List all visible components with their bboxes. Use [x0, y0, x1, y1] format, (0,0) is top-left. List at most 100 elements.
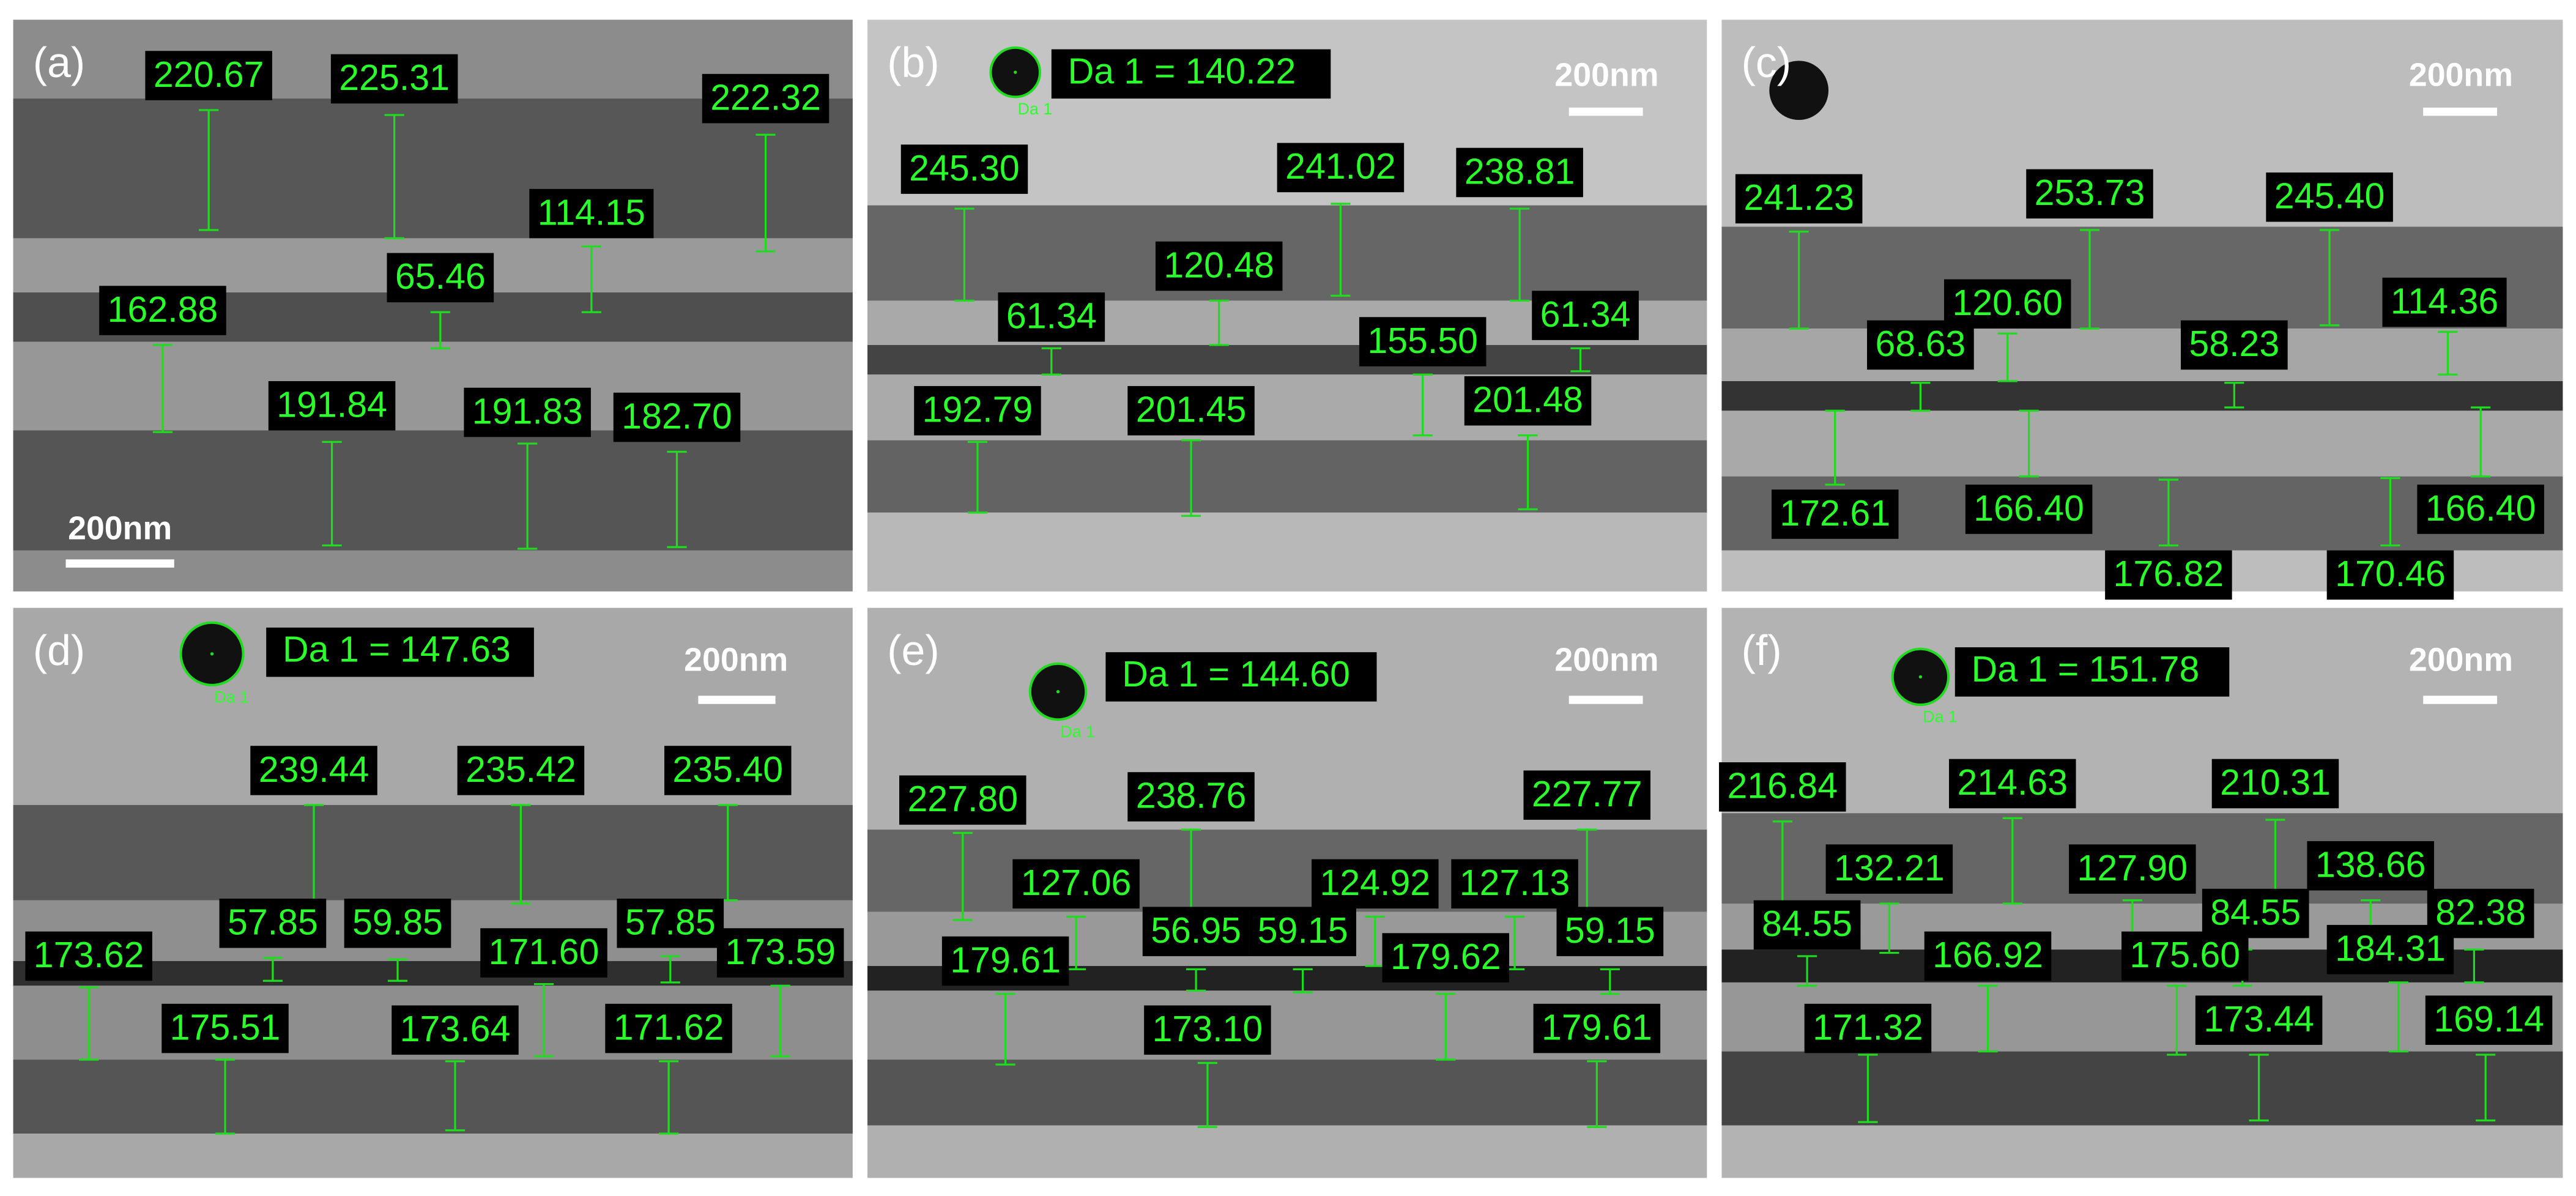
- measure-label: 179.61: [1542, 1007, 1652, 1047]
- measure-label: 155.50: [1367, 321, 1478, 361]
- measure-box: [2417, 485, 2544, 534]
- measure-box: [145, 51, 272, 100]
- diameter-tag: Da 1: [1018, 100, 1053, 118]
- scale-bar: [65, 559, 174, 568]
- measure-label: 138.66: [2315, 845, 2426, 885]
- measure-label: 172.61: [1780, 493, 1890, 533]
- measure-label: 84.55: [2210, 892, 2301, 932]
- measure-box: [2180, 320, 2288, 370]
- film-layer: [1721, 410, 2563, 477]
- measure-box: [2326, 550, 2454, 600]
- measure-box: [1532, 291, 1639, 340]
- measure-label: 59.15: [1258, 910, 1348, 951]
- scale-bar-label: 200nm: [684, 641, 788, 678]
- measure-box: [1533, 1003, 1661, 1053]
- panel-label: (a): [33, 39, 85, 86]
- scale-bar-label: 200nm: [2409, 56, 2513, 93]
- measure-label: 170.46: [2335, 554, 2446, 594]
- scale-bar-label: 200nm: [2409, 641, 2513, 678]
- measure-label: 120.60: [1952, 283, 2063, 323]
- measure-label: 61.34: [1540, 294, 1631, 335]
- measure-label: 120.48: [1164, 245, 1274, 285]
- particle-center: [1014, 70, 1017, 74]
- measure-label: 238.81: [1464, 151, 1575, 191]
- measure-box: [1144, 1005, 1271, 1055]
- film-layer: [1721, 381, 2563, 411]
- measure-label: 173.59: [725, 932, 836, 972]
- scale-bar: [698, 696, 776, 704]
- scale-bar-label: 200nm: [1554, 56, 1658, 93]
- measure-box: [2307, 841, 2434, 891]
- measure-label: 191.84: [277, 385, 387, 425]
- measure-label: 114.15: [538, 192, 645, 232]
- measure-label: 182.70: [622, 396, 732, 436]
- measure-box: [99, 286, 226, 335]
- measure-label: 235.40: [672, 749, 783, 790]
- diameter-box: [266, 627, 534, 677]
- diameter-label: Da 1 = 140.22: [1068, 51, 1296, 91]
- measure-box: [529, 188, 654, 239]
- sem-panel: (f) 200nm Da 1 Da 1 = 151.78 216.84 214.63 210…: [1719, 607, 2563, 1178]
- sem-panel: (c) 200nm 241.23 253.73 245.40 120.60 114.36 68…: [1721, 20, 2563, 600]
- measure-box: [613, 392, 741, 442]
- particle-center: [1918, 675, 1923, 679]
- measure-label: 166.40: [2426, 488, 2536, 529]
- measure-label: 58.23: [2189, 324, 2279, 364]
- sem-panel: (b) 200nm Da 1 Da 1 = 140.22 245.30 241.02 238…: [867, 20, 1707, 592]
- measure-label: 114.36: [2391, 281, 2498, 321]
- measure-label: 176.82: [2114, 554, 2224, 594]
- measure-box: [1155, 241, 1283, 291]
- measure-label: 227.80: [907, 779, 1018, 819]
- film-layer: [1721, 329, 2563, 382]
- film-layer: [13, 960, 853, 986]
- measure-box: [1867, 320, 1974, 370]
- film-layer: [13, 1060, 853, 1134]
- diameter-box: [1954, 647, 2230, 697]
- measure-box: [1456, 147, 1583, 198]
- measure-label: 124.92: [1320, 863, 1431, 903]
- measure-box: [702, 73, 830, 124]
- measure-box: [1359, 317, 1487, 366]
- measure-box: [2266, 172, 2393, 222]
- measure-label: 179.62: [1390, 937, 1501, 977]
- measure-label: 169.14: [2433, 999, 2544, 1039]
- measure-box: [1142, 907, 1250, 956]
- measure-box: [900, 144, 1028, 194]
- film-layer: [867, 512, 1707, 592]
- measure-label: 61.34: [1006, 296, 1097, 336]
- measure-box: [2026, 169, 2153, 219]
- measure-label: 245.40: [2274, 176, 2385, 217]
- measure-box: [1965, 485, 2093, 534]
- panel-label: (d): [33, 626, 85, 674]
- measure-label: 201.48: [1472, 380, 1583, 420]
- measure-label: 57.85: [228, 902, 318, 943]
- film-layer: [13, 804, 853, 901]
- measure-box: [664, 746, 792, 795]
- measure-label: 235.42: [466, 749, 576, 790]
- diameter-box: [1051, 49, 1331, 99]
- measure-box: [1556, 907, 1664, 956]
- measure-label: 132.21: [1834, 848, 1945, 888]
- measure-box: [1735, 174, 1863, 224]
- measure-box: [387, 253, 494, 303]
- measure-label: 127.06: [1021, 863, 1132, 903]
- measure-box: [998, 292, 1105, 342]
- measure-box: [2069, 844, 2196, 894]
- measure-label: 56.95: [1151, 910, 1241, 951]
- measure-label: 216.84: [1727, 766, 1838, 806]
- measure-label: 173.44: [2203, 999, 2314, 1039]
- measure-box: [1127, 772, 1255, 822]
- film-layer: [13, 430, 853, 551]
- measure-label: 184.31: [2335, 928, 2446, 968]
- measure-label: 171.62: [614, 1007, 724, 1047]
- measure-box: [1804, 1003, 1932, 1053]
- measure-box: [1382, 933, 1510, 982]
- measure-label: 220.67: [154, 54, 264, 95]
- measure-label: 57.85: [625, 902, 716, 943]
- measure-box: [1753, 900, 1861, 950]
- diameter-tag: Da 1: [214, 688, 249, 706]
- film-layer: [867, 830, 1707, 912]
- measure-box: [250, 746, 377, 795]
- measure-box: [899, 775, 1026, 825]
